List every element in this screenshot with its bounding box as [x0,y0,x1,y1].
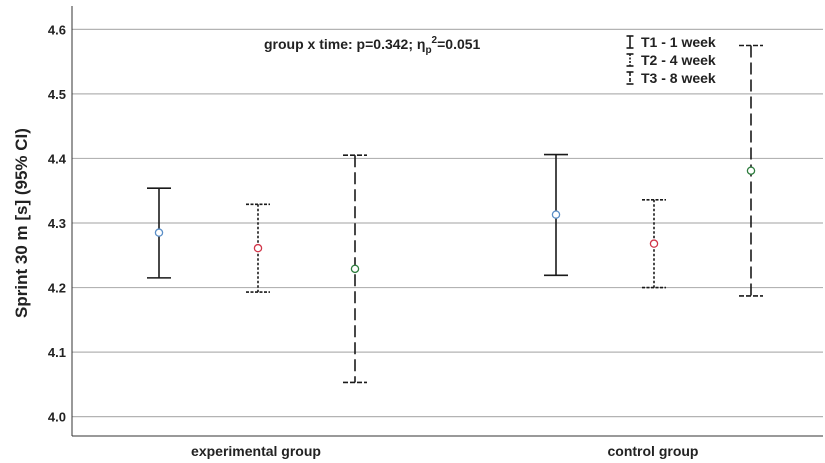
y-axis-label: Sprint 30 m [s] (95% CI) [12,128,31,318]
mean-marker [746,166,756,175]
error-bar [147,187,171,279]
error-bars [147,44,763,384]
stats-annotation: group x time: p=0.342; ηp2=0.051 [264,35,481,56]
axes [71,6,823,437]
legend-item: T1 - 1 week [626,34,716,50]
y-tick-label: 4.5 [48,87,66,102]
y-tick-label: 4.1 [48,345,66,360]
legend-item: T2 - 4 week [626,52,716,68]
grid-lines [72,28,823,418]
y-tick-label: 4.2 [48,281,66,296]
y-tick-label: 4.3 [48,216,66,231]
error-bar [642,198,666,289]
legend-label: T1 - 1 week [641,34,716,50]
mean-marker [154,228,164,237]
legend-label: T2 - 4 week [641,52,716,68]
mean-marker [350,264,360,274]
error-bar [739,44,763,297]
error-bar [343,154,367,384]
x-category-label: experimental group [191,443,321,459]
y-tick-label: 4.0 [48,410,66,425]
mean-marker [649,239,659,248]
x-category-label: control group [608,443,699,459]
mean-marker [551,210,561,219]
legend-label: T3 - 8 week [641,70,716,86]
x-categories: experimental group control group [191,443,698,459]
y-tick-label: 4.6 [48,22,66,37]
legend: T1 - 1 week T2 - 4 week T3 - 8 week [626,34,716,86]
y-ticks: 4.0 4.1 4.2 4.3 4.4 4.5 4.6 [48,22,67,424]
error-bar [246,203,270,293]
legend-item: T3 - 8 week [626,70,716,86]
error-bar [544,153,568,277]
y-tick-label: 4.4 [48,151,67,166]
mean-marker [253,243,263,253]
